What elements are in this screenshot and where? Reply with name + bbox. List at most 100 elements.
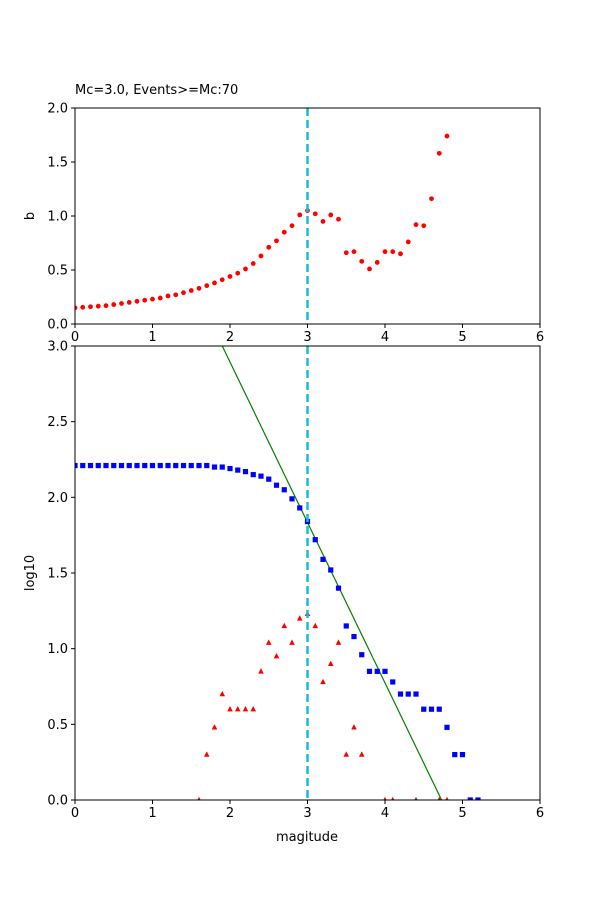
data-point [358, 751, 365, 757]
data-point [126, 462, 132, 469]
data-point [118, 462, 125, 469]
data-point [397, 691, 404, 697]
data-point [436, 150, 442, 156]
data-point [335, 639, 342, 645]
data-point [119, 301, 124, 306]
data-point [297, 505, 303, 511]
data-point [181, 290, 186, 296]
data-point [173, 462, 179, 469]
data-point [336, 216, 341, 222]
data-point [437, 796, 441, 800]
data-point [242, 469, 249, 475]
plot-marks [75, 133, 450, 311]
y-tick-label: 0.5 [47, 264, 68, 279]
data-point [126, 300, 132, 305]
data-point [327, 660, 334, 666]
data-point [428, 706, 435, 712]
x-tick-label: 1 [148, 806, 156, 821]
data-point [211, 464, 218, 470]
chart-title: Mc=3.0, Events>=Mc:70 [75, 83, 238, 98]
data-point [351, 249, 357, 255]
x-tick-label: 2 [226, 806, 234, 821]
data-point [87, 462, 94, 469]
data-point [88, 304, 93, 310]
x-tick-label: 2 [226, 330, 234, 345]
data-point [414, 796, 418, 800]
y-axis-label: b [23, 212, 38, 220]
data-point [219, 690, 226, 697]
data-point [103, 462, 109, 469]
data-point [75, 305, 78, 311]
data-point [95, 462, 101, 469]
x-tick-label: 0 [71, 330, 79, 345]
data-point [444, 133, 450, 139]
data-point [273, 482, 280, 488]
x-tick-label: 5 [458, 330, 466, 345]
data-point [188, 288, 194, 293]
data-point [173, 292, 179, 298]
data-point [421, 706, 427, 712]
data-point [413, 691, 419, 697]
data-point [95, 303, 101, 309]
data-point [320, 219, 326, 224]
y-tick-label: 2.0 [47, 102, 68, 117]
y-tick-label: 1.0 [47, 210, 68, 225]
data-point [289, 496, 295, 502]
data-point [219, 277, 225, 283]
data-point [343, 250, 349, 256]
data-point [266, 244, 272, 250]
data-point [150, 296, 155, 302]
x-tick-label: 3 [303, 806, 311, 821]
data-point [320, 678, 326, 685]
b-value-panel: 0 1 2 3 4 5 6 0.0 0.5 1.0 1.5 2.0 Mc=3.0, Events>=Mc… [23, 83, 544, 345]
data-point [429, 196, 434, 202]
data-point [250, 706, 257, 712]
x-tick-label: 6 [536, 806, 544, 821]
data-point [367, 266, 372, 272]
data-point [475, 797, 481, 800]
data-point [165, 293, 171, 299]
y-tick-label: 0.0 [47, 794, 68, 809]
data-point [196, 462, 202, 469]
data-point [390, 679, 396, 685]
data-point [80, 462, 86, 469]
data-point [328, 212, 334, 218]
data-point [382, 668, 388, 674]
data-point [235, 270, 241, 276]
data-point [405, 239, 411, 245]
y-tick-label: 3.0 [47, 340, 68, 355]
data-point [165, 462, 171, 469]
data-point [243, 266, 248, 272]
data-point [343, 751, 350, 757]
data-point [436, 706, 442, 712]
data-point [335, 585, 342, 591]
data-point [374, 668, 380, 674]
x-tick-label: 4 [381, 330, 389, 345]
data-point [80, 304, 86, 310]
data-point [452, 752, 458, 758]
data-point [188, 462, 194, 469]
x-tick-label: 6 [536, 330, 544, 345]
y-axis-label: log10 [23, 555, 38, 591]
data-point [204, 462, 210, 469]
data-point [250, 472, 256, 478]
data-point [250, 261, 256, 266]
data-point [398, 251, 403, 257]
data-point [197, 796, 201, 800]
y-tick-label: 1.0 [47, 642, 68, 657]
data-point [274, 238, 279, 244]
data-point [444, 724, 450, 730]
data-point [383, 796, 387, 800]
data-point [351, 724, 357, 730]
data-point [405, 691, 411, 697]
data-point [211, 724, 218, 730]
data-point [111, 302, 117, 307]
plot-marks [75, 346, 481, 800]
data-point [390, 249, 396, 255]
data-point [281, 487, 287, 493]
data-point [235, 467, 241, 473]
data-point [203, 751, 210, 757]
data-point [258, 253, 264, 259]
y-tick-label: 2.0 [47, 491, 68, 506]
